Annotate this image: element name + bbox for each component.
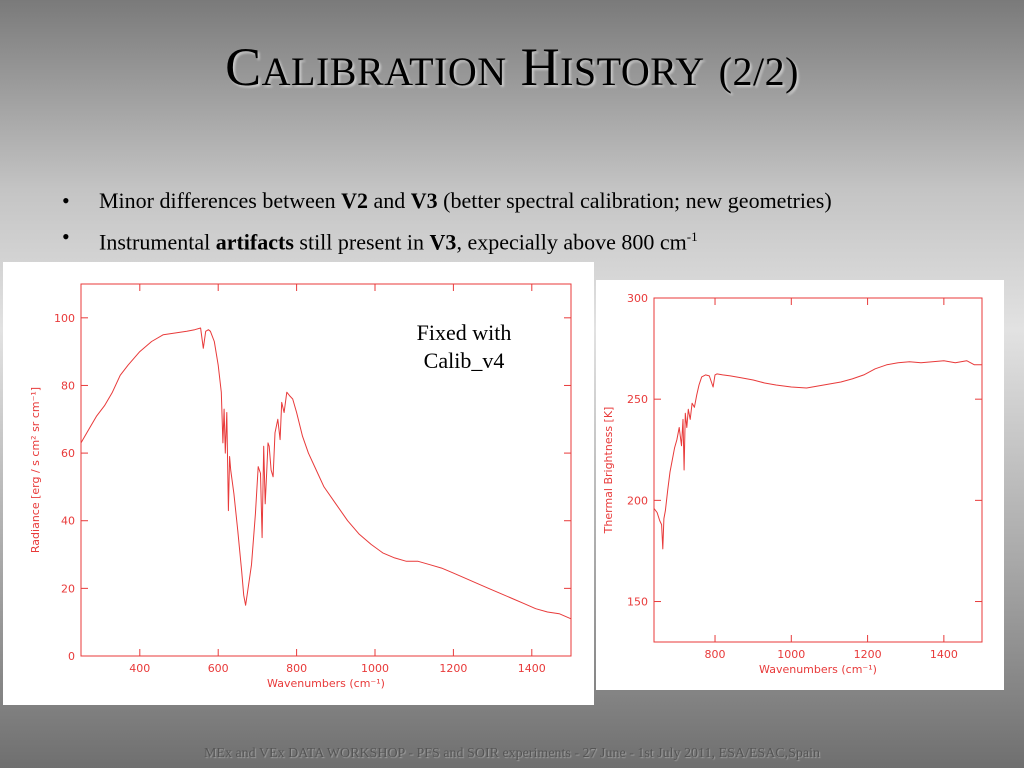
radiance-y-tick-label: 40 (61, 515, 75, 528)
bullet-dot: • (62, 188, 70, 213)
calibration-annotation: Fixed with Calib_v4 (416, 320, 512, 373)
brightness-x-tick-label: 1000 (777, 648, 805, 661)
brightness-y-tick-label: 300 (627, 292, 648, 305)
bullet-text: Instrumental (99, 229, 216, 255)
radiance-x-tick-label: 1400 (518, 662, 546, 675)
radiance-x-axis-label: Wavenumbers (cm⁻¹) (267, 677, 385, 690)
brightness-series-line (653, 360, 982, 550)
title-word-2: istory (560, 49, 705, 94)
brightness-x-tick-label: 1400 (930, 648, 958, 661)
radiance-x-tick-label: 400 (129, 662, 150, 675)
brightness-chart-panel: 800 1000 1200 1400 150 200 250 300 Wavenumbers (… (596, 280, 1004, 690)
brightness-x-tick-label: 800 (705, 648, 726, 661)
bullet-text: (better spectral calibration; new geomet… (437, 188, 832, 213)
radiance-y-tick-label: 20 (61, 582, 75, 595)
radiance-y-tick-label: 0 (68, 650, 75, 663)
radiance-series-line (80, 327, 572, 620)
brightness-y-tick-label: 200 (627, 494, 648, 507)
radiance-x-tick-label: 800 (286, 662, 307, 675)
bullet-item-1: • Minor differences between V2 and V3 (b… (62, 184, 1002, 220)
radiance-chart: 400 600 800 1000 1200 1400 0 20 40 60 80 100 Wavenum… (29, 283, 572, 690)
radiance-y-axis-label: Radiance [erg / s cm² sr cm⁻¹] (29, 387, 42, 553)
bullet-text: and (368, 188, 411, 213)
radiance-chart-panel: 400 600 800 1000 1200 1400 0 20 40 60 80 100 Wavenum… (3, 262, 594, 705)
slide-footer: MEx and VEx DATA WORKSHOP - PFS and SOIR… (203, 746, 821, 761)
title-suffix: (2/2) (718, 49, 799, 94)
brightness-x-tick-label: 1200 (854, 648, 882, 661)
radiance-x-tick-label: 600 (208, 662, 229, 675)
bullet-text: , expecially above 800 cm (456, 229, 687, 255)
bullet-dot: • (62, 224, 70, 249)
radiance-y-tick-label: 60 (61, 447, 75, 460)
title-word-1: alibration (261, 49, 507, 94)
brightness-y-tick-label: 150 (627, 596, 648, 609)
title-cap-h: H (520, 37, 561, 97)
bullet-item-2: • Instrumental artifacts still present i… (62, 220, 1002, 256)
brightness-x-axis-label: Wavenumbers (cm⁻¹) (759, 663, 877, 676)
radiance-x-tick-label: 1200 (439, 662, 467, 675)
brightness-y-tick-label: 250 (627, 393, 648, 406)
bullet-text: Minor differences between (99, 188, 342, 213)
bullet-superscript: -1 (686, 229, 698, 244)
bullet-bold: V3 (410, 188, 438, 213)
radiance-y-tick-label: 80 (61, 379, 75, 392)
bullet-bold: V3 (429, 229, 457, 255)
radiance-plot-frame (80, 283, 572, 657)
bullet-bold: artifacts (215, 229, 294, 255)
bullet-text: still present in (293, 229, 430, 255)
radiance-x-tick-label: 1000 (361, 662, 389, 675)
radiance-y-tick-label: 100 (54, 312, 75, 325)
slide-title: Calibration History (2/2) (0, 36, 1024, 98)
bullet-bold: V2 (341, 188, 368, 213)
title-cap-c: C (225, 37, 262, 97)
brightness-y-axis-label: Thermal Brightness [K] (602, 407, 615, 535)
brightness-plot-frame (653, 297, 983, 643)
bullet-list: • Minor differences between V2 and V3 (b… (62, 184, 1002, 256)
brightness-chart: 800 1000 1200 1400 150 200 250 300 Wavenumbers (… (602, 292, 983, 676)
